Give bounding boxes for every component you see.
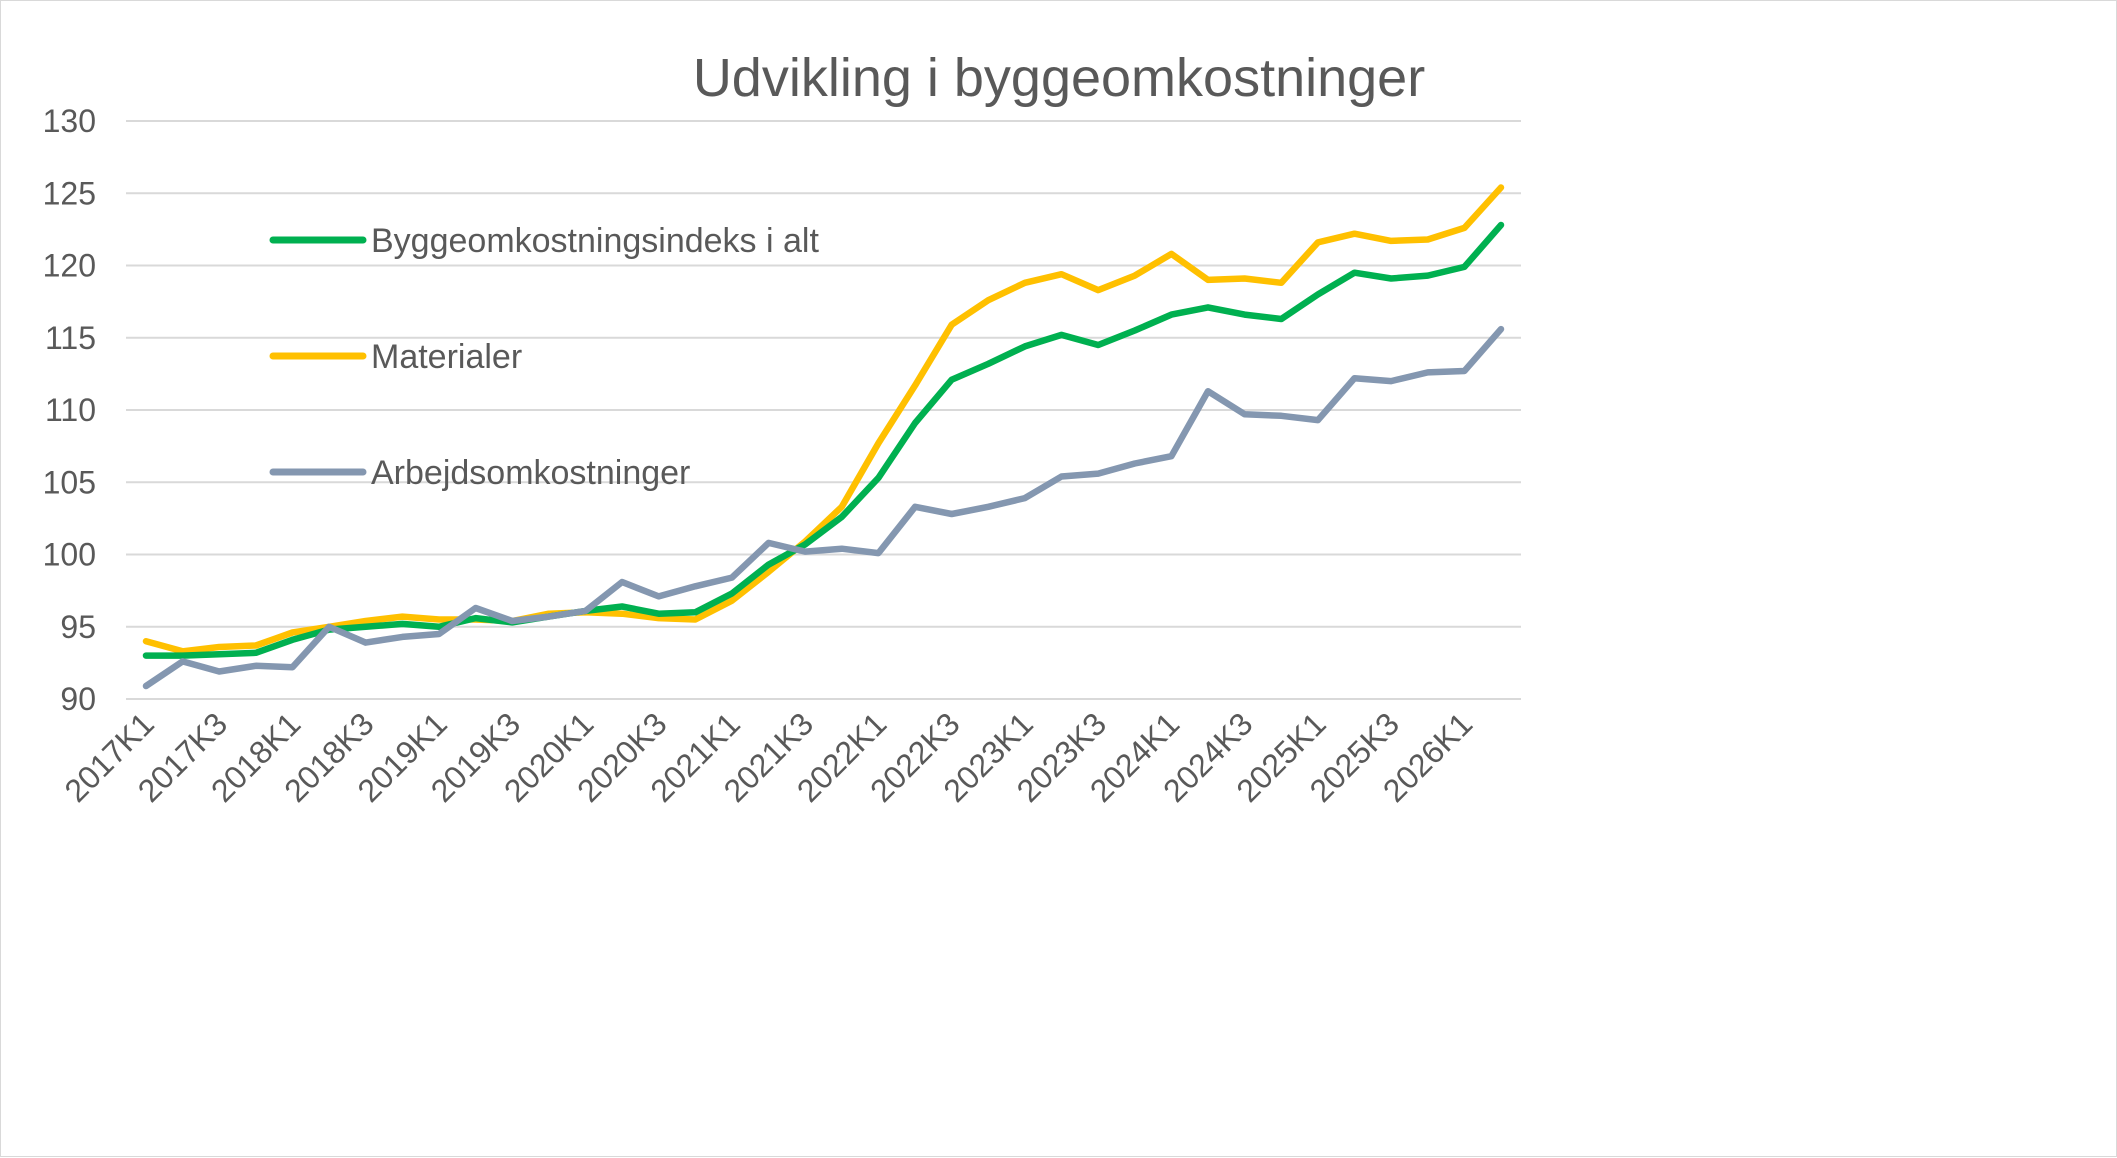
series-lines <box>142 184 1505 690</box>
y-tick-label: 95 <box>60 609 96 645</box>
legend: Byggeomkostningsindeks i alt Materialer Ar… <box>269 222 819 492</box>
y-tick-label: 100 <box>43 537 96 573</box>
gridlines <box>126 120 1521 700</box>
legend-label-1: Byggeomkostningsindeks i alt <box>371 222 819 260</box>
y-tick-label: 115 <box>45 320 96 356</box>
x-axis-tick-labels: 2017K12017K32018K12018K32019K12019K32020… <box>57 705 1479 808</box>
y-tick-label: 125 <box>43 175 96 211</box>
y-axis-tick-labels: 90 95 100 105 110 115 120 125 130 <box>43 103 96 717</box>
legend-label-2: Materialer <box>371 338 522 376</box>
y-tick-label: 130 <box>43 103 96 139</box>
y-tick-label: 105 <box>43 464 96 500</box>
y-tick-label: 110 <box>45 392 96 428</box>
series-line-1 <box>142 221 1505 659</box>
series-line-2 <box>142 184 1505 655</box>
chart-title: Udvikling i byggeomkostninger <box>693 48 1425 108</box>
y-tick-label: 120 <box>43 248 96 284</box>
y-tick-label: 90 <box>60 681 96 717</box>
legend-label-3: Arbejdsomkostninger <box>371 454 690 492</box>
series-line-3 <box>142 325 1505 690</box>
